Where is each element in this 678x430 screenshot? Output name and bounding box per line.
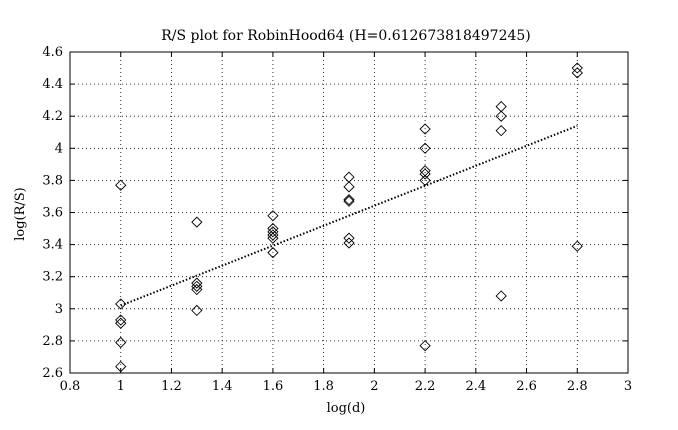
data-point-marker	[343, 181, 355, 193]
y-tick-label: 4.6	[42, 45, 63, 60]
data-point-marker	[267, 246, 279, 259]
x-tick-label: 2.4	[465, 379, 486, 394]
axis-ticks	[69, 51, 629, 374]
y-tick-label: 3.4	[42, 238, 63, 253]
data-point-marker	[343, 237, 355, 249]
x-tick-label: 1	[117, 379, 125, 394]
chart-title: R/S plot for RobinHood64 (H=0.6126738184…	[161, 28, 531, 44]
x-tick-label: 2	[370, 379, 378, 394]
y-tick-label: 4.4	[42, 77, 63, 92]
y-tick-label: 3.8	[42, 173, 63, 188]
y-tick-label: 3.6	[42, 206, 63, 221]
data-point-marker	[419, 165, 431, 177]
x-tick-label: 2.8	[567, 379, 588, 394]
data-point-marker	[115, 314, 127, 326]
plot-frame	[69, 51, 629, 374]
x-tick-label: 1.4	[212, 379, 233, 394]
x-tick-label: 1.2	[161, 379, 182, 394]
data-point-marker	[419, 123, 431, 135]
y-tick-label: 2.6	[42, 366, 63, 381]
data-point-marker	[419, 174, 431, 187]
tick-labels: 0.8 1 1.2 1.4 1.6 1.8 2 2.2 2.4 2.6 2.8 3 2.6 2.8 3 3.2…	[42, 45, 632, 394]
data-point-marker	[419, 168, 431, 180]
data-point-marker	[419, 142, 431, 154]
data-point-marker	[115, 336, 127, 349]
x-tick-label: 2.6	[516, 379, 537, 394]
data-point-marker	[191, 280, 203, 292]
data-point-marker	[115, 298, 127, 310]
data-point-marker	[495, 100, 507, 113]
data-point-marker	[343, 194, 355, 206]
data-point-marker	[495, 290, 507, 302]
y-tick-label: 4.2	[42, 109, 63, 124]
y-tick-label: 3.2	[42, 270, 63, 285]
fit-line	[120, 124, 578, 307]
data-point-marker	[267, 226, 279, 238]
data-point-marker	[267, 210, 279, 222]
x-tick-label: 1.8	[313, 379, 334, 394]
data-point-marker	[191, 304, 203, 317]
data-point-marker	[571, 240, 583, 252]
data-point-marker	[115, 179, 127, 191]
data-point-marker	[191, 277, 203, 289]
data-point-marker	[115, 360, 127, 373]
data-point-marker	[343, 195, 355, 207]
data-point-marker	[495, 125, 507, 137]
grid-lines	[70, 52, 628, 373]
x-axis-label: log(d)	[327, 401, 366, 416]
data-point-marker	[191, 283, 203, 296]
y-axis-label: log(R/S)	[13, 187, 28, 241]
data-point-marker	[495, 110, 507, 122]
data-point-marker	[343, 171, 355, 183]
x-tick-label: 1.6	[263, 379, 284, 394]
data-point-marker	[343, 232, 355, 244]
data-point-marker	[191, 216, 203, 228]
data-point-marker	[115, 317, 127, 329]
fit-line-group	[120, 124, 578, 307]
y-tick-label: 2.8	[42, 334, 63, 349]
x-tick-label: 0.8	[60, 379, 81, 394]
x-tick-label: 3	[624, 379, 632, 394]
data-point-marker	[267, 229, 279, 241]
data-points	[115, 62, 583, 373]
data-point-marker	[267, 232, 279, 244]
data-point-marker	[571, 62, 583, 74]
data-point-marker	[571, 67, 583, 79]
y-tick-label: 3	[55, 302, 63, 317]
x-tick-label: 2.2	[415, 379, 436, 394]
data-point-marker	[419, 340, 431, 352]
y-tick-label: 4	[55, 141, 63, 156]
